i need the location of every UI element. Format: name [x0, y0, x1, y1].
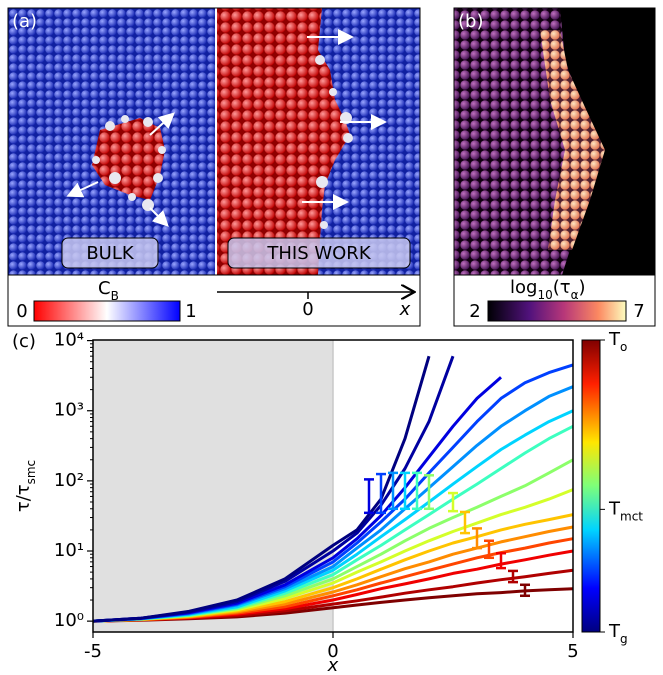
panel-label: (b)	[458, 11, 483, 32]
error-bar	[460, 510, 470, 535]
label-part: smc	[24, 460, 38, 485]
front-arrows	[302, 29, 387, 210]
y-tick-label: 10⁴	[54, 330, 84, 351]
panel-label: (c)	[12, 331, 36, 352]
label-part: T	[608, 498, 621, 519]
y-tick-label: 10¹	[54, 540, 84, 561]
y-label: τ/τsmc	[13, 460, 38, 512]
bulk-box	[61, 237, 159, 269]
cb-tick: 1	[185, 301, 196, 322]
work-box	[227, 237, 411, 269]
colorbar-label: log10(τα)	[510, 277, 586, 302]
work-label: THIS WORK	[266, 243, 371, 264]
x-tick-label: 0	[302, 299, 313, 320]
label-part: τ/τ	[13, 484, 34, 512]
cb-tick-label: To	[608, 329, 627, 354]
error-bar	[400, 471, 410, 511]
label-part: o	[620, 340, 627, 354]
cb-tick-label: Tmct	[608, 498, 643, 523]
panel-a: BULK THIS WORK (a) 0 1 0 x	[7, 7, 421, 327]
error-bar	[496, 551, 506, 570]
error-bar	[364, 478, 374, 515]
panel-b: (b) 2 7	[453, 7, 656, 327]
cb-tick: 7	[633, 301, 644, 322]
colorbar	[487, 300, 627, 322]
x-tick-label: 0	[327, 641, 338, 662]
arrows	[66, 112, 175, 227]
label-part: T	[608, 329, 621, 350]
label-part: (τ	[553, 277, 571, 298]
label-part: T	[608, 621, 621, 642]
colorbar	[581, 339, 601, 633]
y-tick-label: 10⁰	[54, 610, 84, 631]
series-line	[92, 355, 431, 623]
interface-particles	[92, 115, 166, 211]
error-bar	[484, 539, 494, 560]
frame	[7, 7, 421, 327]
error-bar	[424, 474, 434, 511]
y-tick-label: 10³	[54, 400, 84, 421]
y-tick-label: 10²	[54, 470, 84, 491]
x-label: x	[399, 299, 411, 320]
label-part: mct	[620, 509, 643, 523]
cb-tick-label: Tg	[608, 621, 628, 646]
error-bar	[388, 471, 398, 511]
label-part: log	[510, 277, 537, 298]
error-bar	[472, 527, 482, 550]
x-label: x	[327, 655, 339, 675]
colorbar-label: CB	[98, 278, 119, 303]
error-bar	[448, 491, 458, 513]
label-part: C	[98, 278, 111, 299]
label-part: B	[111, 289, 119, 303]
frame	[453, 7, 656, 327]
plot-frame	[92, 339, 574, 633]
colorbar	[33, 300, 181, 322]
fast-front	[540, 30, 605, 250]
error-bar	[376, 472, 386, 515]
error-bar	[520, 583, 530, 598]
x-tick-label: -5	[84, 641, 102, 662]
x-tick-label: 5	[567, 641, 578, 662]
cb-tick: 0	[16, 301, 27, 322]
label-part: )	[579, 277, 586, 298]
label-part: g	[620, 632, 628, 646]
bulk-label: BULK	[86, 243, 135, 264]
error-bar	[412, 471, 422, 511]
error-bar	[508, 569, 518, 584]
red-region	[217, 8, 350, 275]
panel-label: (a)	[12, 11, 37, 32]
cb-tick: 2	[469, 301, 480, 322]
label-part: α	[571, 288, 579, 302]
label-part: 10	[537, 288, 552, 302]
